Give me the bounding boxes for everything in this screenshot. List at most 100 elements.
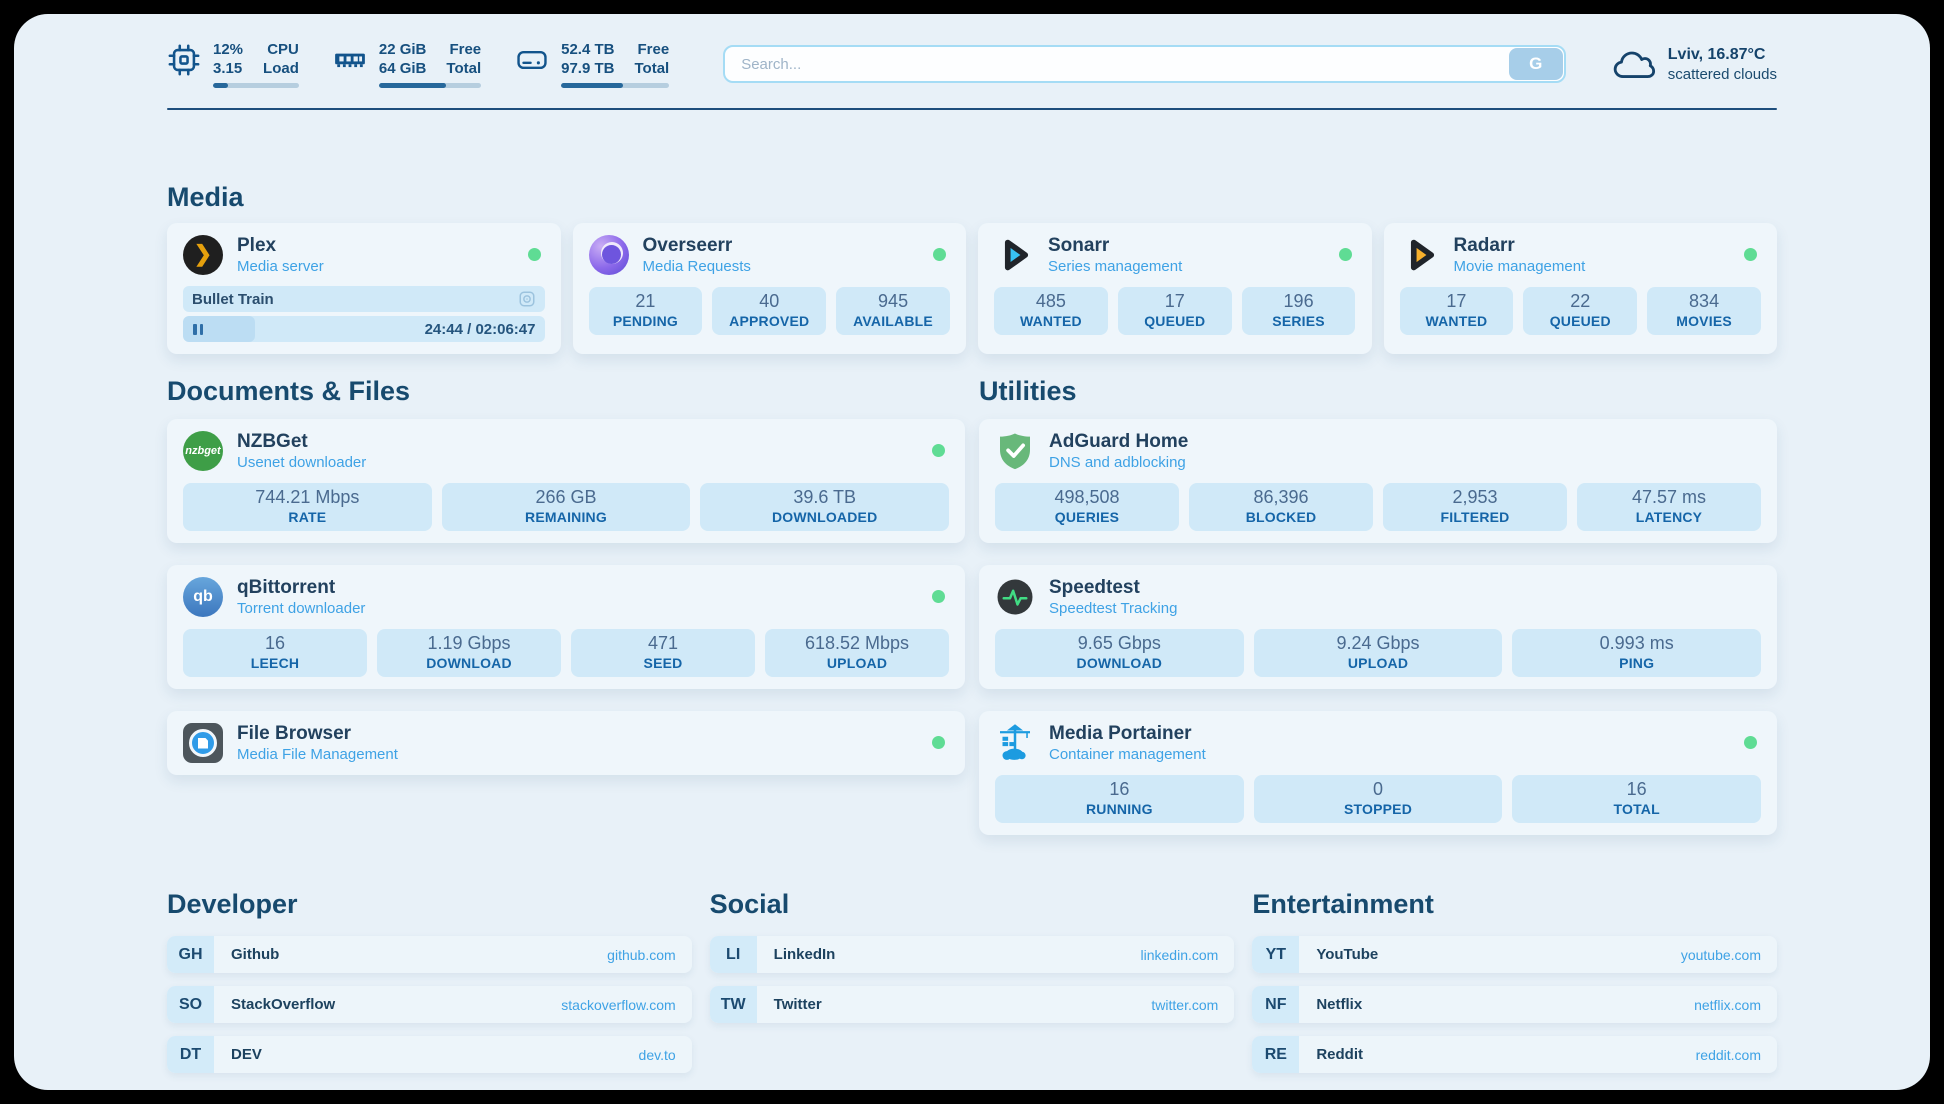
bookmark-name: YouTube [1316, 946, 1379, 963]
stat-box: 16 LEECH [183, 629, 367, 677]
cpu-usage-label: CPU [267, 41, 299, 58]
cpu-load-value: 3.15 [213, 60, 243, 77]
bookmark-linkedin[interactable]: LI LinkedIn linkedin.com [709, 936, 1235, 973]
weather-condition: scattered clouds [1667, 66, 1777, 83]
cpu-progress-bar [213, 83, 299, 88]
service-description: Torrent downloader [237, 600, 366, 617]
cpu-usage-value: 12% [213, 41, 244, 58]
stat-box: 471 SEED [571, 629, 755, 677]
stat-box: 47.57 ms LATENCY [1577, 483, 1761, 531]
search-provider-button[interactable]: G [1508, 48, 1563, 80]
service-description: Media File Management [237, 746, 398, 763]
service-card-filebrowser[interactable]: File Browser Media File Management [167, 711, 965, 775]
bookmark-group-entertainment: Entertainment YT YouTube youtube.com NF … [1252, 889, 1777, 1086]
section-title-social: Social [709, 889, 790, 919]
now-playing-title: Bullet Train [192, 290, 274, 308]
service-card-portainer[interactable]: Media Portainer Container management 16 R… [979, 711, 1777, 835]
utilities-section: Utilities AdGuard Home DNS and adblockin… [979, 376, 1777, 835]
radarr-icon [1400, 235, 1440, 275]
service-card-nzbget[interactable]: nzbget NZBGet Usenet downloader 744.21 M… [167, 419, 965, 543]
bookmark-url: dev.to [638, 1046, 676, 1063]
service-card-adguard[interactable]: AdGuard Home DNS and adblocking 498,508 Q… [979, 419, 1777, 543]
section-title-developer: Developer [167, 889, 298, 919]
stat-box: 0.993 ms PING [1512, 629, 1762, 677]
disk-icon [517, 51, 547, 69]
search-bar: G [723, 45, 1566, 83]
bookmark-stackoverflow[interactable]: SO StackOverflow stackoverflow.com [167, 986, 692, 1023]
stat-box: 39.6 TB DOWNLOADED [700, 483, 950, 531]
service-name: Speedtest [1049, 577, 1140, 598]
pause-icon [193, 323, 203, 335]
service-card-sonarr[interactable]: Sonarr Series management 485 WANTED 17 QUE… [978, 223, 1372, 354]
weather-widget[interactable]: Lviv, 16.87°C scattered clouds [1612, 44, 1777, 84]
bookmark-abbr: LI [709, 936, 757, 973]
stat-box: 266 GB REMAINING [441, 483, 691, 531]
stat-box: 945 AVAILABLE [836, 287, 950, 335]
bookmark-group-social: Social LI LinkedIn linkedin.com TW Twitt… [709, 889, 1235, 1086]
service-name: Radarr [1453, 235, 1515, 256]
memory-widget: 22 GiB 64 GiB Free Total [333, 40, 482, 88]
bookmark-reddit[interactable]: RE Reddit reddit.com [1252, 1036, 1777, 1073]
status-indicator [527, 248, 541, 261]
search-input[interactable] [723, 45, 1566, 83]
bookmark-abbr: GH [167, 936, 214, 973]
cloud-icon [1613, 51, 1655, 78]
service-card-plex[interactable]: ❯ Plex Media server Bullet Train 24:44 /… [167, 223, 561, 354]
bookmark-github[interactable]: GH Github github.com [167, 936, 692, 973]
bookmark-name: Reddit [1316, 1046, 1363, 1063]
bookmark-abbr: SO [167, 986, 214, 1023]
service-name: Media Portainer [1049, 723, 1192, 744]
qbittorrent-icon: qb [183, 577, 223, 617]
disk-progress-bar [561, 83, 670, 88]
service-description: Media server [237, 258, 324, 275]
bookmark-abbr: TW [709, 986, 757, 1023]
service-description: Speedtest Tracking [1049, 600, 1178, 617]
status-indicator [933, 248, 946, 261]
media-type-icon [519, 291, 534, 307]
stat-box: 744.21 Mbps RATE [183, 483, 432, 531]
bookmark-name: Netflix [1316, 996, 1363, 1013]
service-card-speedtest[interactable]: Speedtest Speedtest Tracking 9.65 Gbps DO… [979, 565, 1777, 689]
stat-box: 86,396 BLOCKED [1189, 483, 1373, 531]
cpu-widget: 12% 3.15 CPU Load [167, 40, 299, 88]
disk-total-label: Total [634, 60, 670, 77]
bookmark-url: netflix.com [1694, 996, 1761, 1013]
bookmark-abbr: NF [1252, 986, 1300, 1023]
service-name: qBittorrent [237, 577, 336, 598]
stat-box: 196 SERIES [1241, 287, 1356, 335]
stat-box: 16 TOTAL [1512, 775, 1762, 823]
service-card-overseerr[interactable]: Overseerr Media Requests 21 PENDING 40 APP… [572, 223, 966, 354]
stat-box: 17 QUEUED [1117, 287, 1232, 335]
service-name: Plex [237, 235, 277, 256]
bookmark-twitter[interactable]: TW Twitter twitter.com [709, 986, 1235, 1023]
bookmark-dev[interactable]: DT DEV dev.to [167, 1036, 692, 1073]
speedtest-icon [995, 577, 1035, 617]
stat-box: 22 QUEUED [1523, 287, 1638, 335]
stat-box: 40 APPROVED [712, 287, 827, 335]
stat-box: 485 WANTED [994, 287, 1108, 335]
service-description: Media Requests [642, 258, 751, 275]
bookmark-abbr: YT [1252, 936, 1300, 973]
media-section: ❯ Plex Media server Bullet Train 24:44 /… [167, 223, 1777, 354]
service-card-radarr[interactable]: Radarr Movie management 17 WANTED 22 QUEUE… [1383, 223, 1777, 354]
now-playing-row: Bullet Train [183, 286, 545, 312]
service-description: Container management [1049, 746, 1206, 763]
bookmark-name: Github [231, 946, 280, 963]
status-indicator [1744, 248, 1757, 261]
stat-box: 1.19 Gbps DOWNLOAD [377, 629, 561, 677]
stat-box: 618.52 Mbps UPLOAD [765, 629, 949, 677]
section-title-documents: Documents & Files [167, 376, 411, 406]
section-title-entertainment: Entertainment [1252, 889, 1434, 919]
playback-progress-bar: 24:44 / 02:06:47 [183, 316, 545, 342]
portainer-icon [995, 723, 1035, 763]
bookmark-youtube[interactable]: YT YouTube youtube.com [1252, 936, 1777, 973]
status-indicator [1338, 248, 1352, 261]
plex-icon: ❯ [183, 235, 223, 275]
playback-time: 24:44 / 02:06:47 [424, 320, 536, 338]
service-description: Usenet downloader [237, 454, 367, 471]
adguard-icon [995, 431, 1035, 471]
stat-box: 17 WANTED [1399, 287, 1514, 335]
service-card-qbittorrent[interactable]: qb qBittorrent Torrent downloader 16 LEEC… [167, 565, 965, 689]
bookmark-netflix[interactable]: NF Netflix netflix.com [1252, 986, 1777, 1023]
service-description: Series management [1048, 258, 1183, 275]
